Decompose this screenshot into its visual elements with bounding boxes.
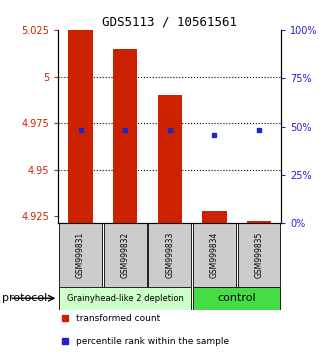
Bar xyxy=(104,223,147,287)
Bar xyxy=(113,49,138,223)
Text: control: control xyxy=(217,293,256,303)
Text: percentile rank within the sample: percentile rank within the sample xyxy=(76,337,229,346)
Text: GSM999832: GSM999832 xyxy=(121,232,130,278)
Bar xyxy=(59,287,191,310)
Bar xyxy=(238,223,280,287)
Text: GSM999833: GSM999833 xyxy=(165,232,174,278)
Bar xyxy=(193,223,236,287)
Text: GSM999834: GSM999834 xyxy=(210,232,219,278)
Text: protocol: protocol xyxy=(2,293,47,303)
Bar xyxy=(247,221,271,223)
Text: GSM999835: GSM999835 xyxy=(254,232,264,278)
Title: GDS5113 / 10561561: GDS5113 / 10561561 xyxy=(102,16,237,29)
Text: Grainyhead-like 2 depletion: Grainyhead-like 2 depletion xyxy=(67,294,183,303)
Bar xyxy=(68,30,93,223)
Text: transformed count: transformed count xyxy=(76,314,161,323)
Text: GSM999831: GSM999831 xyxy=(76,232,85,278)
Bar xyxy=(59,223,102,287)
Bar xyxy=(158,95,182,223)
Bar xyxy=(193,287,280,310)
Bar xyxy=(202,211,227,223)
Bar xyxy=(149,223,191,287)
